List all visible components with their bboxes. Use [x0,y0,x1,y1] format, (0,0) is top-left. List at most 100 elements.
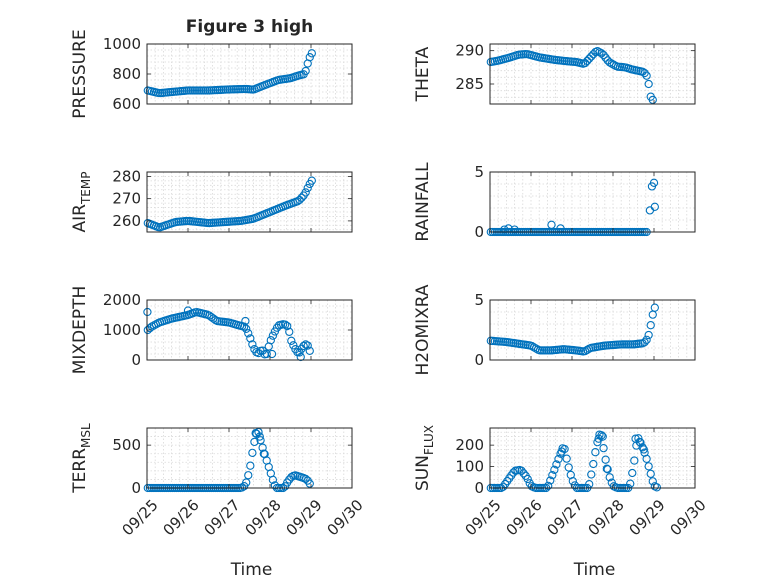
data-point [301,188,310,197]
y-tick-label: 200 [455,436,484,454]
data-point [267,349,277,359]
data-point [242,478,251,487]
axes-box [489,299,696,361]
data-point [255,432,264,441]
data-point [648,477,657,486]
data-point [595,48,604,57]
data-point [272,323,282,332]
data-point [242,324,251,333]
y-axis-label: AIRTEMP [70,172,93,233]
axes-pressure: 600 800 1000 PRESSURE Figure 3 high [70,17,353,119]
data-point [268,475,278,485]
x-tick-label: 09/28 [584,496,627,539]
data-point [601,53,610,62]
data-point [248,340,257,349]
data-point [548,470,557,480]
axes-rainfall: 0 5 RAINFALL [413,162,696,242]
axes-h2omixra: 0 5 H2OMIXRA [413,284,696,376]
data-point [237,483,247,492]
y-tick-label: 0 [131,351,141,369]
y-tick-label: 5 [474,163,484,181]
x-tick-label: 09/28 [241,496,284,539]
data-point [266,336,275,345]
data-point [562,454,571,463]
y-tick-label: 280 [112,167,141,185]
data-point [297,193,306,202]
data-point [593,437,602,447]
axes-theta: 285 290 THETA [413,42,696,105]
x-tick-label: 09/29 [625,496,668,539]
data-point [591,448,600,457]
data-point [640,68,649,78]
x-tick-label: 09/25 [461,496,504,539]
data-point [305,346,314,355]
data-point [630,456,639,465]
data-point [305,53,314,62]
data-point [585,54,594,63]
data-point [268,331,278,340]
data-point [557,447,566,456]
y-axis-label-text: MIXDEPTH [70,286,90,375]
y-tick-label: 5 [474,291,484,309]
x-axis-label: Time [230,560,273,580]
data-point [301,474,310,484]
y-axis-label: MIXDEPTH [70,286,90,375]
data-point [531,344,541,353]
y-tick-label: 500 [112,436,141,454]
axes-mixdepth: 0 1000 2000 MIXDEPTH [70,286,353,375]
y-tick-label: 0 [474,479,484,497]
x-tick-label: 09/29 [282,496,325,539]
data-point [648,95,657,105]
data-point [646,321,655,330]
data-point [642,454,651,464]
data-point [564,463,573,472]
data-point [599,50,608,60]
data-point [626,479,635,488]
y-axis-label: PRESSURE [70,29,90,118]
data-point [605,58,614,67]
y-axis-label: SUNFLUX [413,425,436,491]
data-point [554,454,563,464]
data-point [517,466,526,475]
x-tick-label: 09/27 [543,496,586,539]
data-point [560,444,569,454]
x-axis-label: Time [573,560,616,580]
data-point [246,461,255,470]
data-point [527,341,536,351]
data-point [646,469,655,479]
data-point [248,448,257,458]
data-point [568,476,577,486]
data-point [602,464,611,473]
data-point [601,455,610,464]
y-axis-label-text: PRESSURE [70,29,90,118]
axes-air-temp: 260 270 280 AIRTEMP [70,167,353,233]
data-point [640,338,649,347]
data-point [546,476,555,485]
axes-box [489,171,696,233]
y-tick-label: 2000 [103,291,141,309]
data-point [544,481,553,491]
data-point [639,445,648,454]
y-axis-label: THETA [413,46,433,102]
data-point [550,465,559,474]
data-point [519,469,528,478]
data-point [299,341,308,351]
data-point [281,320,290,329]
data-point [644,330,653,340]
y-tick-label: 1000 [103,35,141,53]
y-tick-label: 0 [474,223,484,241]
data-point [307,49,316,58]
x-tick-label: 09/26 [502,496,545,539]
data-point [287,473,296,482]
data-point [589,459,598,469]
y-axis-label-subscript: FLUX [422,425,436,455]
y-axis-label: H2OMIXRA [413,284,433,375]
data-point [147,322,157,331]
chart-title: Figure 3 high [186,17,314,37]
data-point [296,352,305,362]
x-tick-label: 09/30 [323,496,366,539]
y-axis-label: RAINFALL [413,162,433,242]
data-point [594,434,603,443]
data-point [240,322,249,331]
